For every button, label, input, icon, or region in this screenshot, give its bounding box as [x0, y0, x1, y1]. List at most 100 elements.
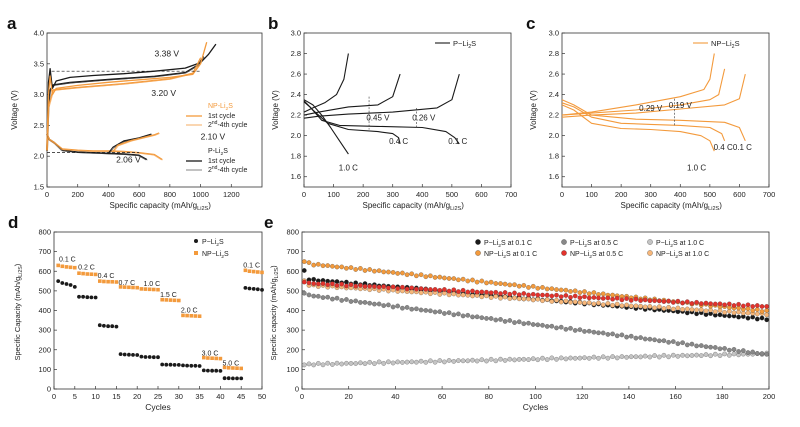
x-tick-label: 700	[763, 190, 776, 199]
label-text: NP−Li	[711, 39, 732, 48]
data-point	[712, 345, 718, 350]
x-tick-label: 100	[327, 190, 340, 199]
data-point	[85, 272, 90, 276]
data-point	[320, 281, 326, 286]
data-point	[764, 308, 770, 313]
data-point	[591, 354, 597, 360]
data-point	[549, 323, 555, 329]
data-point	[311, 293, 317, 299]
text-span: -4th cycle	[217, 167, 247, 174]
data-point	[633, 296, 639, 302]
data-point	[638, 303, 643, 309]
data-point	[754, 307, 760, 312]
rate-label: 5.0 C	[222, 360, 239, 367]
x-tick-label: 60	[438, 392, 446, 401]
data-point	[684, 310, 690, 316]
data-point	[684, 299, 690, 305]
data-point	[554, 356, 559, 362]
data-point	[106, 279, 110, 284]
annotation: 0.4 C	[389, 137, 408, 146]
data-point	[344, 297, 349, 302]
data-point	[442, 311, 447, 316]
data-point	[535, 296, 541, 302]
data-point	[586, 328, 592, 334]
plot-frame	[303, 32, 512, 188]
data-point	[414, 359, 419, 365]
data-point	[325, 282, 331, 288]
label-text: )	[719, 201, 722, 210]
data-point	[516, 319, 522, 325]
y-tick-label: 0	[47, 385, 51, 394]
data-point	[386, 359, 391, 365]
data-point	[694, 343, 699, 349]
data-point	[152, 287, 156, 292]
data-point	[619, 303, 625, 309]
data-point	[577, 355, 583, 361]
data-point	[754, 316, 760, 322]
data-point	[712, 301, 718, 307]
data-point	[414, 306, 419, 312]
y-tick-label: 2.8	[291, 49, 301, 58]
data-point	[60, 281, 65, 285]
data-point	[423, 359, 429, 365]
data-point	[325, 360, 331, 366]
x-tick-label: 200	[357, 190, 370, 199]
data-point	[414, 273, 419, 279]
data-point	[722, 346, 727, 351]
legend-label: P−Li2S at 0.5 C	[570, 240, 618, 249]
data-point	[502, 358, 508, 363]
data-point	[68, 265, 73, 270]
data-point	[362, 361, 368, 366]
data-point	[446, 276, 452, 281]
y-tick-label: 500	[286, 286, 299, 295]
y-tick-label: 4.0	[34, 29, 44, 38]
y-tick-label: 2.4	[291, 90, 301, 99]
data-point	[530, 322, 536, 327]
data-point	[642, 297, 648, 303]
data-point	[731, 347, 737, 352]
data-point	[712, 309, 718, 315]
y-axis-label: Specific capacity (mAh/gLi2S)	[269, 265, 280, 361]
data-point	[577, 290, 583, 295]
data-point	[558, 299, 564, 305]
data-point	[451, 276, 457, 281]
data-point	[437, 274, 443, 280]
data-point	[628, 303, 634, 309]
data-point	[114, 280, 119, 284]
x-axis-label: Specific capacity (mAh/gLi2S)	[621, 201, 723, 212]
x-tick-label: 50	[258, 392, 266, 401]
data-point	[512, 282, 517, 288]
x-tick-label: 1000	[192, 190, 209, 199]
data-point	[81, 294, 85, 299]
data-point	[540, 285, 545, 290]
data-point	[488, 356, 494, 362]
data-point	[372, 301, 377, 307]
data-point	[197, 364, 202, 368]
data-point	[750, 308, 756, 313]
legend-marker	[475, 239, 481, 245]
data-point	[577, 300, 583, 305]
data-point	[325, 294, 331, 300]
x-tick-label: 300	[644, 190, 657, 199]
data-point	[386, 269, 391, 275]
data-point	[759, 315, 765, 321]
data-point	[135, 353, 140, 357]
label-text: S	[224, 251, 229, 258]
data-point	[320, 263, 326, 269]
data-point	[521, 296, 527, 302]
data-point	[572, 355, 578, 361]
series-line	[47, 58, 202, 151]
subscript: 2	[584, 243, 587, 249]
data-point	[577, 327, 583, 333]
data-point	[64, 282, 69, 286]
data-point	[72, 285, 77, 289]
data-point	[390, 270, 396, 275]
data-point	[558, 294, 564, 300]
data-point	[656, 354, 662, 360]
data-point	[568, 294, 573, 300]
data-point	[689, 341, 695, 347]
data-point	[488, 295, 494, 300]
data-point	[502, 281, 508, 287]
y-tick-label: 3.0	[34, 90, 44, 99]
data-point	[414, 286, 419, 292]
